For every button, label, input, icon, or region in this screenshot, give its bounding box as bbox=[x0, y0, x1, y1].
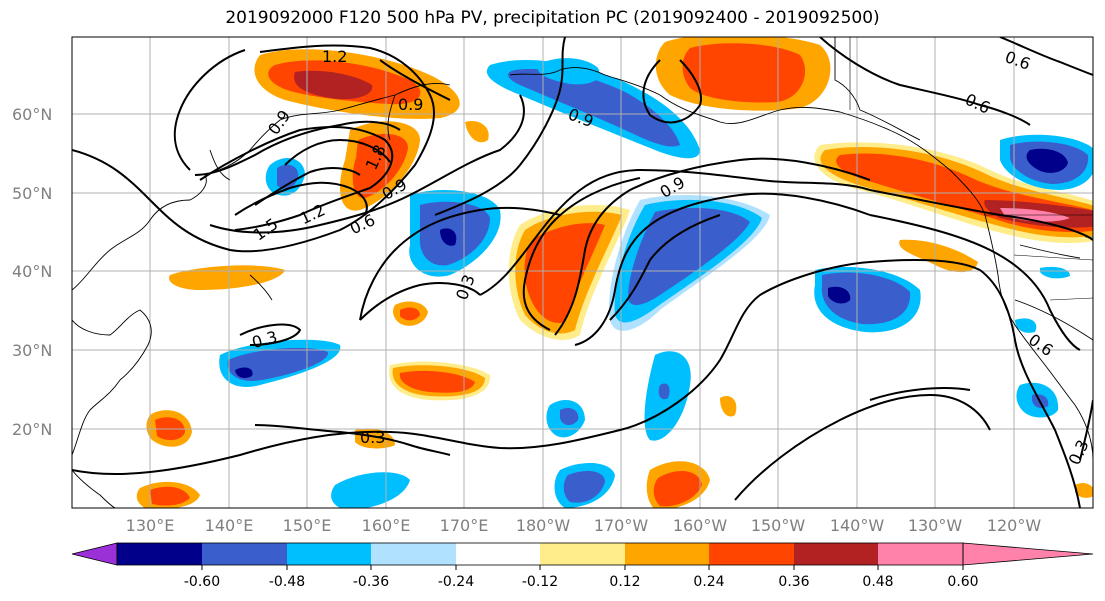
colorbar-tick-label: -0.36 bbox=[353, 574, 389, 590]
lon-label: 170°E bbox=[440, 516, 489, 535]
lat-labels: 60°N 50°N 40°N 30°N 20°N bbox=[12, 105, 52, 439]
colorbar-tick-label: 0.24 bbox=[693, 574, 724, 590]
lon-label: 140°W bbox=[830, 516, 885, 535]
contour-label: 0.3 bbox=[452, 272, 479, 302]
colorbar-bin bbox=[287, 543, 371, 565]
lon-label: 130°E bbox=[126, 516, 175, 535]
lat-label: 40°N bbox=[12, 262, 52, 281]
contour-label: 1.5 bbox=[250, 214, 282, 244]
lon-label: 170°W bbox=[594, 516, 649, 535]
colorbar-bin bbox=[625, 543, 709, 565]
lon-label: 120°W bbox=[987, 516, 1042, 535]
colorbar-tick-label: 0.36 bbox=[778, 574, 809, 590]
colorbar-tick-label: -0.24 bbox=[438, 574, 474, 590]
contour-label: 0.9 bbox=[398, 95, 423, 114]
lon-label: 150°E bbox=[283, 516, 332, 535]
lon-labels: 130°E 140°E 150°E 160°E 170°E 180°W 170°… bbox=[126, 516, 1042, 535]
colorbar-tick-label: 0.60 bbox=[947, 574, 978, 590]
lon-label: 160°W bbox=[673, 516, 728, 535]
map-title: 2019092000 F120 500 hPa PV, precipitatio… bbox=[225, 8, 880, 28]
colorbar-extend-high bbox=[962, 542, 1094, 566]
contour-label: 0.3 bbox=[1065, 437, 1093, 468]
lat-label: 20°N bbox=[12, 420, 52, 439]
colorbar-bin bbox=[794, 543, 878, 565]
lon-label: 150°W bbox=[751, 516, 806, 535]
contour-label: 0.6 bbox=[347, 210, 378, 238]
lat-label: 50°N bbox=[12, 184, 52, 203]
colorbar-extend-low bbox=[71, 542, 118, 566]
colorbar-bin bbox=[456, 543, 540, 565]
colorbar-tick-label: 0.48 bbox=[862, 574, 893, 590]
lon-label: 160°E bbox=[362, 516, 411, 535]
colorbar-bin bbox=[117, 543, 202, 565]
contour-label: 0.6 bbox=[1025, 330, 1057, 360]
colorbar-bin bbox=[878, 543, 963, 565]
lon-label: 140°E bbox=[205, 516, 254, 535]
colorbar-tick-label: -0.48 bbox=[269, 574, 305, 590]
colorbar-tick-label: -0.60 bbox=[184, 574, 220, 590]
lon-label: 130°W bbox=[908, 516, 963, 535]
contour-label: 0.6 bbox=[1003, 47, 1033, 74]
colorbar-bin bbox=[709, 543, 794, 565]
colorbar-bin bbox=[202, 543, 287, 565]
contour-label: 1.2 bbox=[322, 47, 347, 66]
colorbar-tick-label: 0.12 bbox=[609, 574, 640, 590]
lat-label: 60°N bbox=[12, 105, 52, 124]
colorbar-tick-label: -0.12 bbox=[522, 574, 558, 590]
lon-label: 180°W bbox=[516, 516, 571, 535]
colorbar-bin bbox=[371, 543, 456, 565]
graticule bbox=[72, 37, 1093, 508]
colorbar-bin bbox=[540, 543, 625, 565]
map-frame bbox=[71, 36, 1094, 509]
contour-label: 0.3 bbox=[360, 428, 385, 447]
pv-contours bbox=[72, 37, 1093, 508]
contour-label: 0.6 bbox=[962, 90, 993, 118]
colorbar: -0.60 -0.48 -0.36 -0.24 -0.12 0.12 0.24 … bbox=[71, 542, 1094, 590]
lat-label: 30°N bbox=[12, 341, 52, 360]
